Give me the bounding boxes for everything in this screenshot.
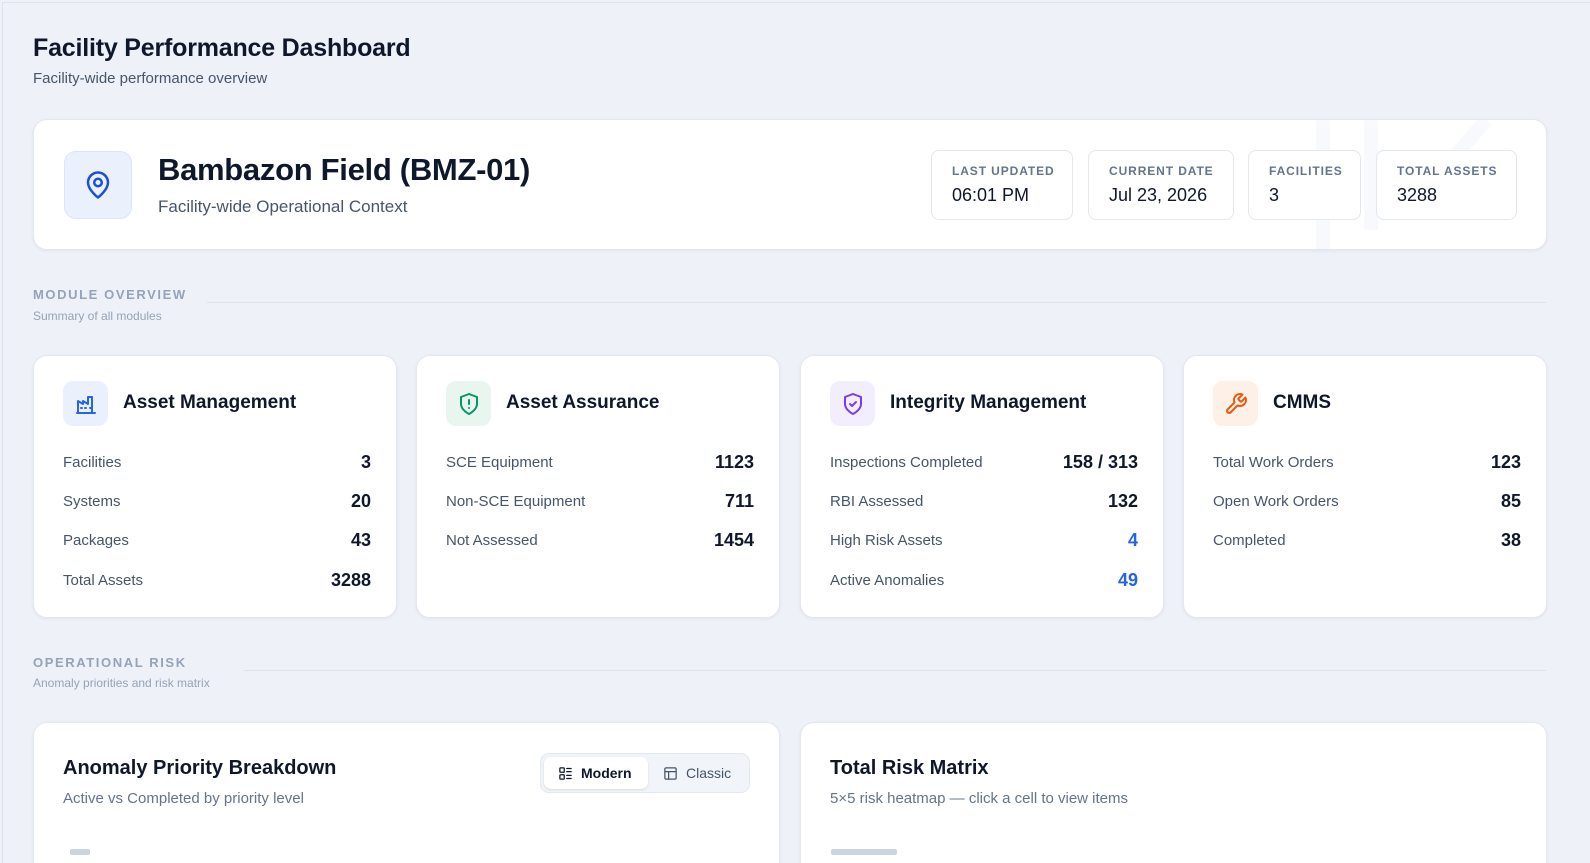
panel-title: Total Risk Matrix: [830, 757, 989, 779]
module-title: Asset Assurance: [506, 392, 660, 413]
chart-peek: [831, 849, 897, 855]
row-label: Systems: [63, 493, 121, 510]
stat-value: 3: [1269, 185, 1280, 205]
module-row: Facilities 3: [63, 452, 371, 476]
module-row: Non-SCE Equipment 711: [446, 491, 754, 515]
module-card-cmms[interactable]: CMMS Total Work Orders 123 Open Work Ord…: [1183, 355, 1547, 618]
facility-context-card: Bambazon Field (BMZ-01) Facility-wide Op…: [33, 119, 1547, 250]
row-value: 3: [360, 452, 371, 472]
chart-peek: [70, 849, 90, 855]
row-value: 123: [1490, 452, 1521, 472]
module-row: Completed 38: [1213, 530, 1521, 554]
row-label: Total Work Orders: [1213, 454, 1334, 471]
module-row: SCE Equipment 1123: [446, 452, 754, 476]
classic-view-button[interactable]: Classic: [649, 757, 749, 789]
section-divider: [244, 670, 1546, 671]
module-row: Systems 20: [63, 491, 371, 515]
wrench-icon: [1213, 381, 1258, 426]
list-layout-icon: [559, 766, 572, 780]
classic-label: Classic: [686, 765, 732, 781]
row-label: High Risk Assets: [830, 532, 943, 549]
row-value: 43: [350, 530, 371, 550]
panel-subtitle: Active vs Completed by priority level: [63, 790, 304, 807]
stat-value: 06:01 PM: [952, 185, 1030, 205]
factory-icon: [63, 381, 108, 426]
row-label: Completed: [1213, 532, 1286, 549]
row-label: Non-SCE Equipment: [446, 493, 586, 510]
row-label: SCE Equipment: [446, 454, 553, 471]
total-risk-matrix-panel: Total Risk Matrix 5×5 risk heatmap — cli…: [800, 722, 1547, 863]
panel-subtitle: 5×5 risk heatmap — click a cell to view …: [830, 790, 1129, 807]
row-value: 20: [350, 491, 371, 511]
row-value: 158 / 313: [1062, 452, 1138, 472]
row-value: 711: [724, 491, 754, 511]
module-row: Inspections Completed 158 / 313: [830, 452, 1138, 476]
module-row: Open Work Orders 85: [1213, 491, 1521, 515]
module-title: CMMS: [1273, 392, 1332, 413]
row-label: Facilities: [63, 454, 122, 471]
row-value: 1454: [713, 530, 754, 550]
stat-current-date: CURRENT DATE Jul 23, 2026: [1088, 150, 1234, 220]
module-row: Not Assessed 1454: [446, 530, 754, 554]
map-pin-icon: [64, 151, 132, 219]
module-row: High Risk Assets 4: [830, 530, 1138, 554]
stat-label: LAST UPDATED: [952, 164, 1055, 178]
row-label: Active Anomalies: [830, 572, 945, 589]
stat-value: 3288: [1397, 185, 1438, 205]
stat-label: TOTAL ASSETS: [1397, 164, 1498, 178]
module-row: Total Assets 3288: [63, 570, 371, 594]
view-mode-toggle: Modern Classic: [540, 753, 750, 793]
module-title: Integrity Management: [890, 392, 1087, 413]
row-value-link[interactable]: 49: [1117, 570, 1138, 590]
facility-name: Bambazon Field (BMZ-01): [158, 152, 531, 187]
row-value: 132: [1107, 491, 1138, 511]
row-label: Not Assessed: [446, 532, 538, 549]
module-card-asset-assurance[interactable]: Asset Assurance SCE Equipment 1123 Non-S…: [416, 355, 780, 618]
section-title-operational-risk: OPERATIONAL RISK: [33, 655, 187, 670]
stat-facilities: FACILITIES 3: [1248, 150, 1361, 220]
row-value: 85: [1500, 491, 1521, 511]
row-label: RBI Assessed: [830, 493, 924, 510]
module-row: Total Work Orders 123: [1213, 452, 1521, 476]
page-subtitle: Facility-wide performance overview: [33, 70, 268, 87]
row-label: Packages: [63, 532, 129, 549]
stat-total-assets: TOTAL ASSETS 3288: [1376, 150, 1517, 220]
facility-context-subtitle: Facility-wide Operational Context: [158, 197, 408, 216]
shield-alert-icon: [446, 381, 491, 426]
stat-label: FACILITIES: [1269, 164, 1343, 178]
panel-title: Anomaly Priority Breakdown: [63, 757, 337, 779]
module-card-asset-management[interactable]: Asset Management Facilities 3 Systems 20…: [33, 355, 397, 618]
modern-label: Modern: [581, 765, 632, 781]
row-label: Total Assets: [63, 572, 144, 589]
row-value: 38: [1500, 530, 1521, 550]
module-row: Packages 43: [63, 530, 371, 554]
section-subtitle-operational-risk: Anomaly priorities and risk matrix: [33, 676, 210, 690]
anomaly-priority-panel: Anomaly Priority Breakdown Active vs Com…: [33, 722, 780, 863]
row-label: Open Work Orders: [1213, 493, 1339, 510]
module-row: RBI Assessed 132: [830, 491, 1138, 515]
section-title-module-overview: MODULE OVERVIEW: [33, 287, 187, 302]
row-value-link[interactable]: 4: [1127, 530, 1138, 550]
section-subtitle-module-overview: Summary of all modules: [33, 309, 162, 323]
table-icon: [664, 766, 677, 780]
shield-check-icon: [830, 381, 875, 426]
module-row: Active Anomalies 49: [830, 570, 1138, 594]
module-title: Asset Management: [123, 392, 297, 413]
row-value: 1123: [714, 452, 754, 472]
module-card-integrity-management[interactable]: Integrity Management Inspections Complet…: [800, 355, 1164, 618]
section-divider: [207, 302, 1546, 303]
row-value: 3288: [330, 570, 371, 590]
stat-last-updated: LAST UPDATED 06:01 PM: [931, 150, 1073, 220]
stat-label: CURRENT DATE: [1109, 164, 1214, 178]
page-title: Facility Performance Dashboard: [33, 34, 411, 62]
modern-view-button[interactable]: Modern: [544, 757, 648, 789]
row-label: Inspections Completed: [830, 454, 983, 471]
stat-value: Jul 23, 2026: [1109, 185, 1208, 205]
